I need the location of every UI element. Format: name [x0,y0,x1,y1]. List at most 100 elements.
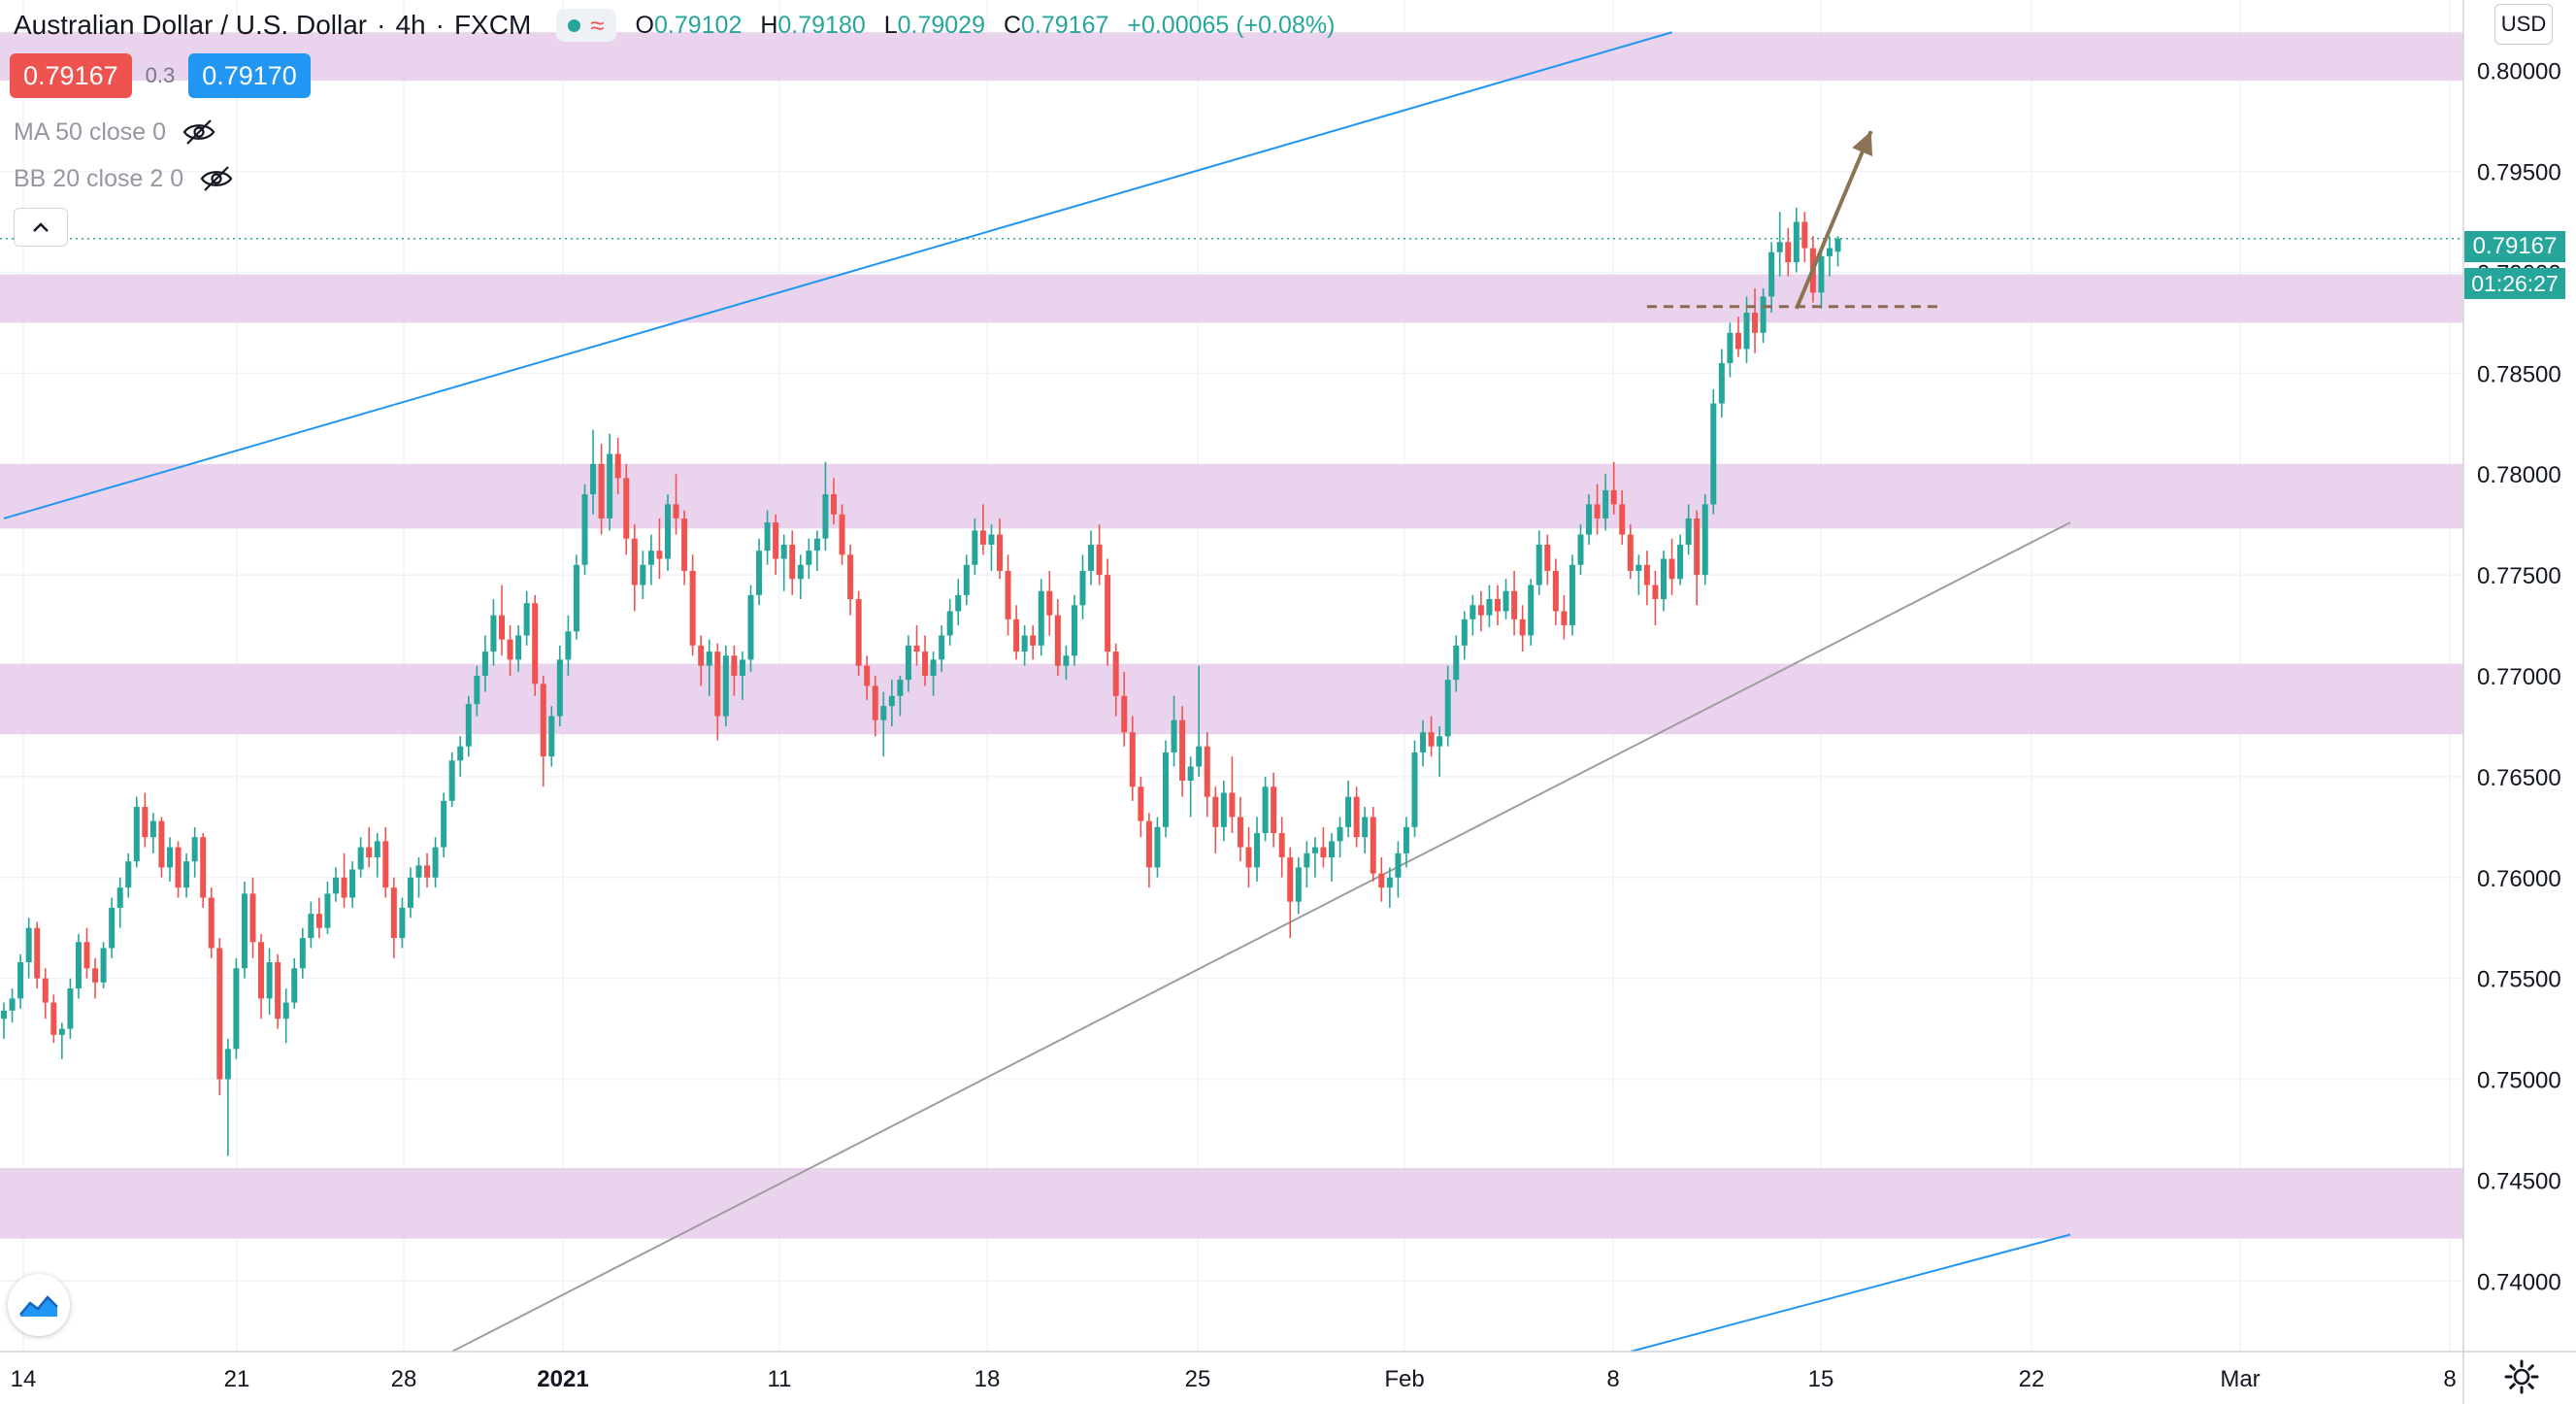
header-separator: · [377,10,386,40]
candle-body [1594,504,1601,518]
candle-body [756,551,763,595]
candle-body [1112,652,1119,696]
candle-body [1013,618,1020,652]
candle-body [333,877,339,894]
ohlc-close-label: C [1003,11,1022,39]
candle-body [216,948,223,1080]
candle-body [864,665,871,686]
candle-body [946,611,953,636]
candle-body [665,504,671,559]
candle-body [673,504,679,518]
candle-body [1271,786,1277,834]
symbol-name[interactable]: Australian Dollar / U.S. Dollar [14,10,368,40]
candle-body [523,603,530,636]
candle-body [1760,296,1767,333]
candle-body [1635,564,1642,571]
price-tick-label: 0.76000 [2477,866,2561,892]
trade-panel: 0.79167 0.3 0.79170 [10,53,311,98]
candle-body [1503,590,1509,612]
candle-body [1743,313,1750,350]
candle-body [764,522,771,552]
candle-body [175,847,182,888]
indicator-bb[interactable]: BB 20 close 2 0 [14,159,234,198]
tradingview-logo-button[interactable] [8,1274,70,1336]
sr-zone [0,463,2463,529]
candle-body [1212,796,1219,827]
candle-body [233,968,240,1050]
candle-body [897,680,904,696]
candle-body [1295,867,1302,902]
candle-body [125,861,132,888]
data-wave-icon: ≈ [590,11,605,40]
price-tick-label: 0.75000 [2477,1068,2561,1094]
candle-body [116,887,123,908]
indicator-ma[interactable]: MA 50 close 0 [14,113,216,151]
candle-body [490,615,497,652]
candle-body [249,893,256,943]
eye-hidden-icon[interactable] [199,164,234,193]
price-tick-label: 0.77000 [2477,664,2561,690]
interval-label[interactable]: 4h [395,10,426,40]
candle-body [1163,752,1169,827]
candle-body [424,865,431,878]
candle-body [1370,817,1376,874]
candle-body [1519,618,1526,636]
candle-body [698,645,705,666]
candle-body [1528,585,1535,636]
candle-body [1552,570,1559,612]
settings-gear-icon[interactable] [2502,1357,2541,1396]
candle-body [532,603,539,685]
candle-body [1577,534,1584,565]
candle-body [888,695,895,707]
candle-body [607,453,613,518]
eye-hidden-icon[interactable] [182,117,216,147]
candle-body [1602,489,1609,518]
candle-body [590,463,597,495]
market-status[interactable]: ≈ [556,9,616,42]
candle-body [1677,544,1684,580]
candle-body [507,639,513,660]
candle-body [773,522,779,559]
candle-body [1586,504,1593,535]
candle-body [499,615,505,640]
candle-body [922,652,929,676]
candle-body [208,897,215,949]
candle-body [565,631,572,660]
candle-body [1179,719,1186,782]
candle-body [979,530,986,545]
candle-body [1486,599,1493,616]
candle-body [1105,575,1111,652]
candle-body [548,716,555,757]
candle-body [308,914,314,939]
candle-body [972,530,978,565]
buy-button[interactable]: 0.79170 [188,53,311,98]
candle-body [1610,489,1617,505]
candle-body [474,676,480,705]
candle-body [1320,847,1327,857]
currency-button[interactable]: USD [2494,4,2553,45]
candle-body [1071,605,1077,656]
arrow-head-icon [1852,131,1873,157]
candle-body [481,652,488,676]
collapse-legend-button[interactable] [14,208,68,247]
ohlc-low-label: L [883,11,898,39]
candle-body [158,820,165,868]
sell-button[interactable]: 0.79167 [10,53,132,98]
candle-body [913,645,920,652]
candle-body [1752,313,1759,333]
candle-body [9,998,16,1011]
candle-body [241,893,248,969]
candle-body [382,841,389,888]
candle-body [1237,817,1243,848]
candle-body [1834,238,1841,252]
candle-body [1304,852,1310,868]
candle-body [1362,817,1369,838]
ohlc-high-label: H [760,11,778,39]
candle-body [1444,680,1451,737]
candle-body [282,1002,289,1020]
candle-body [1619,504,1626,535]
candle-body [1245,847,1252,868]
price-tick-label: 0.74500 [2477,1168,2561,1194]
candle-body [1353,796,1360,838]
